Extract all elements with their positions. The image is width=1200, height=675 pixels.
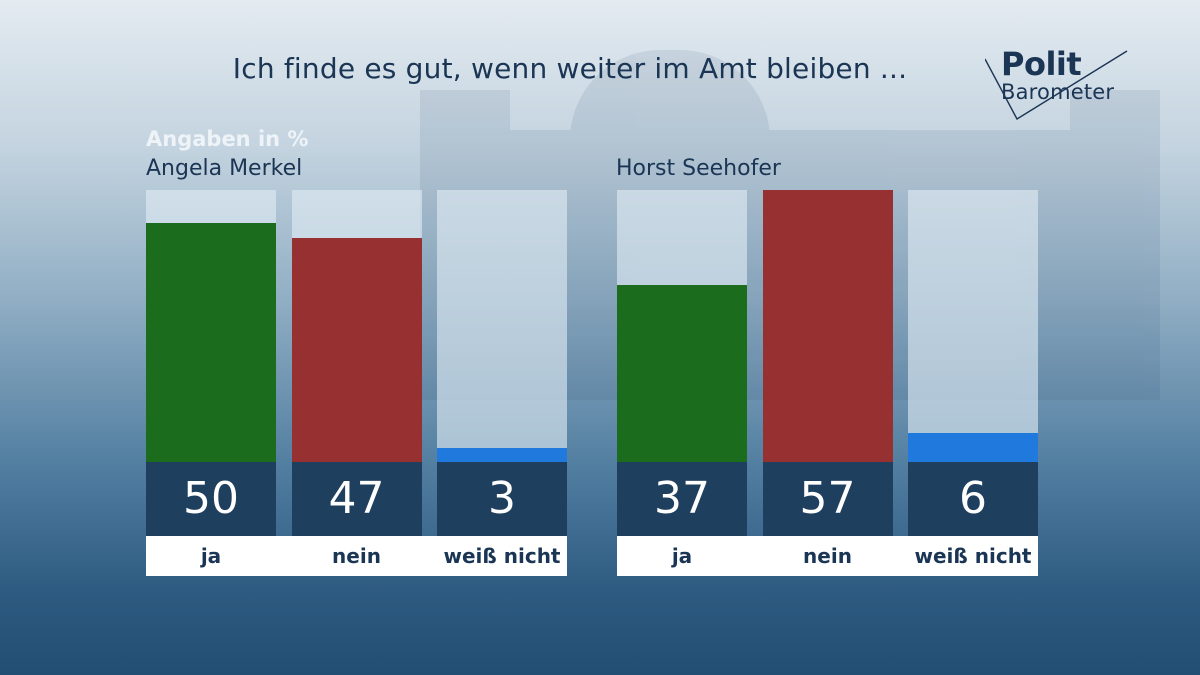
bar-nein (762, 190, 893, 462)
bar-track (291, 190, 422, 462)
bar-track (908, 190, 1038, 462)
category-label-nein: nein (291, 536, 422, 576)
bar-track (762, 190, 893, 462)
bar-weiss_nicht (437, 447, 567, 462)
value-label-nein: 47 (291, 462, 422, 536)
value-label-ja: 50 (146, 462, 276, 536)
bar-ja (146, 223, 276, 462)
bar-column-nein: 57 nein (762, 190, 893, 576)
bar-track (146, 190, 276, 462)
category-label-weiss_nicht: weiß nicht (437, 536, 567, 576)
bar-nein (291, 237, 422, 462)
panel-title-merkel: Angela Merkel (146, 156, 303, 181)
bar-ja (617, 285, 747, 462)
category-label-ja: ja (617, 536, 747, 576)
chart-title: Ich finde es gut, wenn weiter im Amt ble… (232, 52, 908, 85)
bar-column-ja: 37 ja (617, 190, 747, 576)
bar-track (617, 190, 747, 462)
chart-seehofer: 37 ja 57 nein 6 weiß nicht (617, 190, 1038, 576)
checkmark-icon (985, 50, 1128, 120)
unit-label: Angaben in % (146, 127, 309, 151)
value-label-weiss_nicht: 3 (437, 462, 567, 536)
politbarometer-logo: Polit Barometer (985, 45, 1135, 120)
bar-weiss_nicht (908, 433, 1038, 462)
bar-column-weiss_nicht: 3 weiß nicht (437, 190, 567, 576)
chart-merkel: 50 ja 47 nein 3 weiß nicht (146, 190, 567, 576)
bar-column-nein: 47 nein (291, 190, 422, 576)
category-label-nein: nein (762, 536, 893, 576)
value-label-ja: 37 (617, 462, 747, 536)
category-label-ja: ja (146, 536, 276, 576)
category-label-weiss_nicht: weiß nicht (908, 536, 1038, 576)
panel-title-seehofer: Horst Seehofer (616, 156, 781, 181)
bar-track (437, 190, 567, 462)
bar-column-ja: 50 ja (146, 190, 276, 576)
logo-text-polit: Polit (1001, 45, 1082, 83)
logo-text-barometer: Barometer (1001, 80, 1115, 104)
bar-column-weiss_nicht: 6 weiß nicht (908, 190, 1038, 576)
value-label-weiss_nicht: 6 (908, 462, 1038, 536)
value-label-nein: 57 (762, 462, 893, 536)
